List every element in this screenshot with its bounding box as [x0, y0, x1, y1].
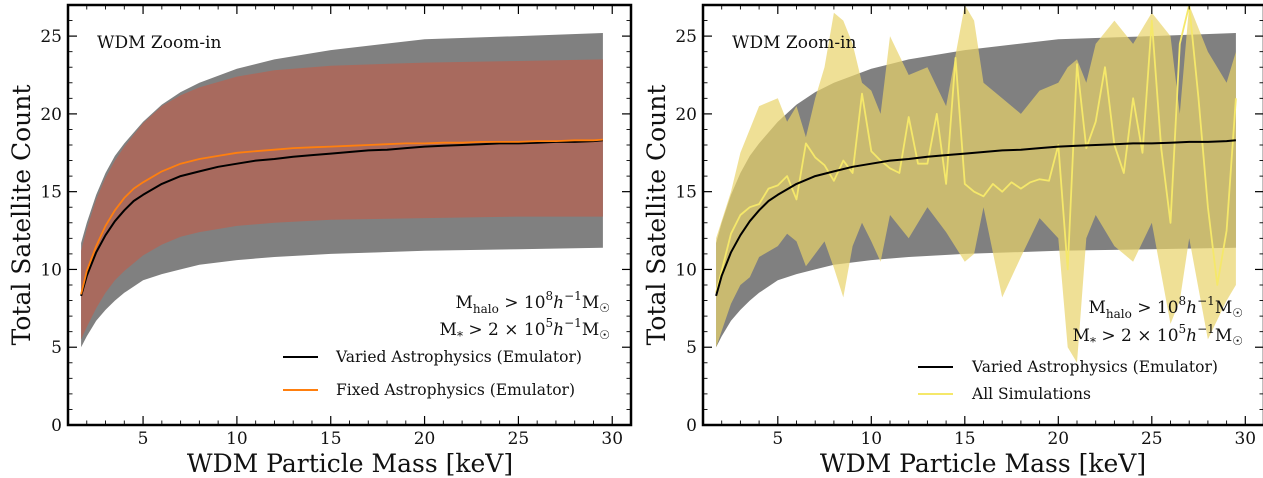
left-x-tick-label-20: 20	[414, 429, 436, 449]
right-x-tick-label-10: 10	[860, 429, 882, 449]
right-y-tick-label-10: 10	[675, 260, 697, 280]
right-plot-frame	[701, 3, 1263, 427]
right-halo-cut-text: Mhalo > 108h−1M☉	[1088, 294, 1243, 321]
left-series-lines	[80, 138, 603, 297]
right-stellar-cut-text: M* > 2 × 105h−1M☉	[1073, 322, 1243, 349]
left-x-tick-label-30: 30	[601, 429, 623, 449]
right-y-tick-label-25: 25	[675, 27, 697, 47]
left-x-axis-label: WDM Particle Mass [keV]	[187, 449, 513, 478]
left-series-line-0	[80, 139, 603, 297]
left-legend-label-fixed: Fixed Astrophysics (Emulator)	[336, 381, 575, 399]
left-panel-label: WDM Zoom-in	[97, 33, 221, 53]
right-x-tick-label-5: 5	[772, 429, 783, 449]
right-x-axis-label: WDM Particle Mass [keV]	[820, 449, 1146, 478]
right-y-axis-label: Total Satellite Count	[642, 85, 671, 346]
left-bands	[81, 33, 603, 348]
left-x-tick-label-10: 10	[226, 429, 248, 449]
left-y-axis-label: Total Satellite Count	[7, 85, 36, 346]
right-y-tick-label-15: 15	[675, 183, 697, 203]
right-x-tick-label-20: 20	[1047, 429, 1069, 449]
right-y-tick-label-20: 20	[675, 105, 697, 125]
left-panel: Total Satellite Count WDM Particle Mass …	[7, 3, 633, 478]
right-x-tick-label-15: 15	[954, 429, 976, 449]
left-legend: Varied Astrophysics (Emulator) Fixed Ast…	[283, 348, 582, 399]
left-y-tick-label-20: 20	[40, 105, 62, 125]
right-bands	[716, 5, 1236, 363]
right-legend-label-varied: Varied Astrophysics (Emulator)	[971, 358, 1218, 376]
right-y-tick-label-0: 0	[686, 416, 697, 436]
right-series-line-1	[715, 5, 1237, 294]
right-series-line-0	[715, 139, 1236, 297]
left-y-tick-label-10: 10	[40, 260, 62, 280]
left-halo-cut-text: Mhalo > 108h−1M☉	[455, 289, 610, 316]
right-panel: Total Satellite Count WDM Particle Mass …	[642, 3, 1263, 478]
left-series-line-1	[80, 138, 603, 295]
left-y-tick-label-0: 0	[51, 416, 62, 436]
right-legend: Varied Astrophysics (Emulator) All Simul…	[918, 358, 1218, 403]
left-y-tick-label-5: 5	[51, 338, 62, 358]
left-band-1	[81, 59, 603, 340]
right-band-1	[716, 5, 1236, 363]
left-x-tick-label-25: 25	[508, 429, 530, 449]
left-ticks: 5 10 15 20 25 30 0 5 10 15 20 25	[40, 4, 632, 449]
left-x-tick-label-15: 15	[320, 429, 342, 449]
right-series-lines	[715, 5, 1237, 297]
left-plot-frame	[66, 3, 633, 427]
right-x-tick-label-25: 25	[1141, 429, 1163, 449]
left-y-tick-label-15: 15	[40, 183, 62, 203]
right-legend-label-sims: All Simulations	[971, 385, 1091, 403]
left-x-tick-label-5: 5	[138, 429, 149, 449]
right-y-tick-label-5: 5	[686, 338, 697, 358]
left-stellar-cut-text: M* > 2 × 105h−1M☉	[440, 316, 610, 343]
left-y-tick-label-25: 25	[40, 27, 62, 47]
right-x-tick-label-30: 30	[1234, 429, 1256, 449]
right-panel-label: WDM Zoom-in	[732, 33, 856, 53]
left-legend-label-varied: Varied Astrophysics (Emulator)	[335, 348, 582, 366]
